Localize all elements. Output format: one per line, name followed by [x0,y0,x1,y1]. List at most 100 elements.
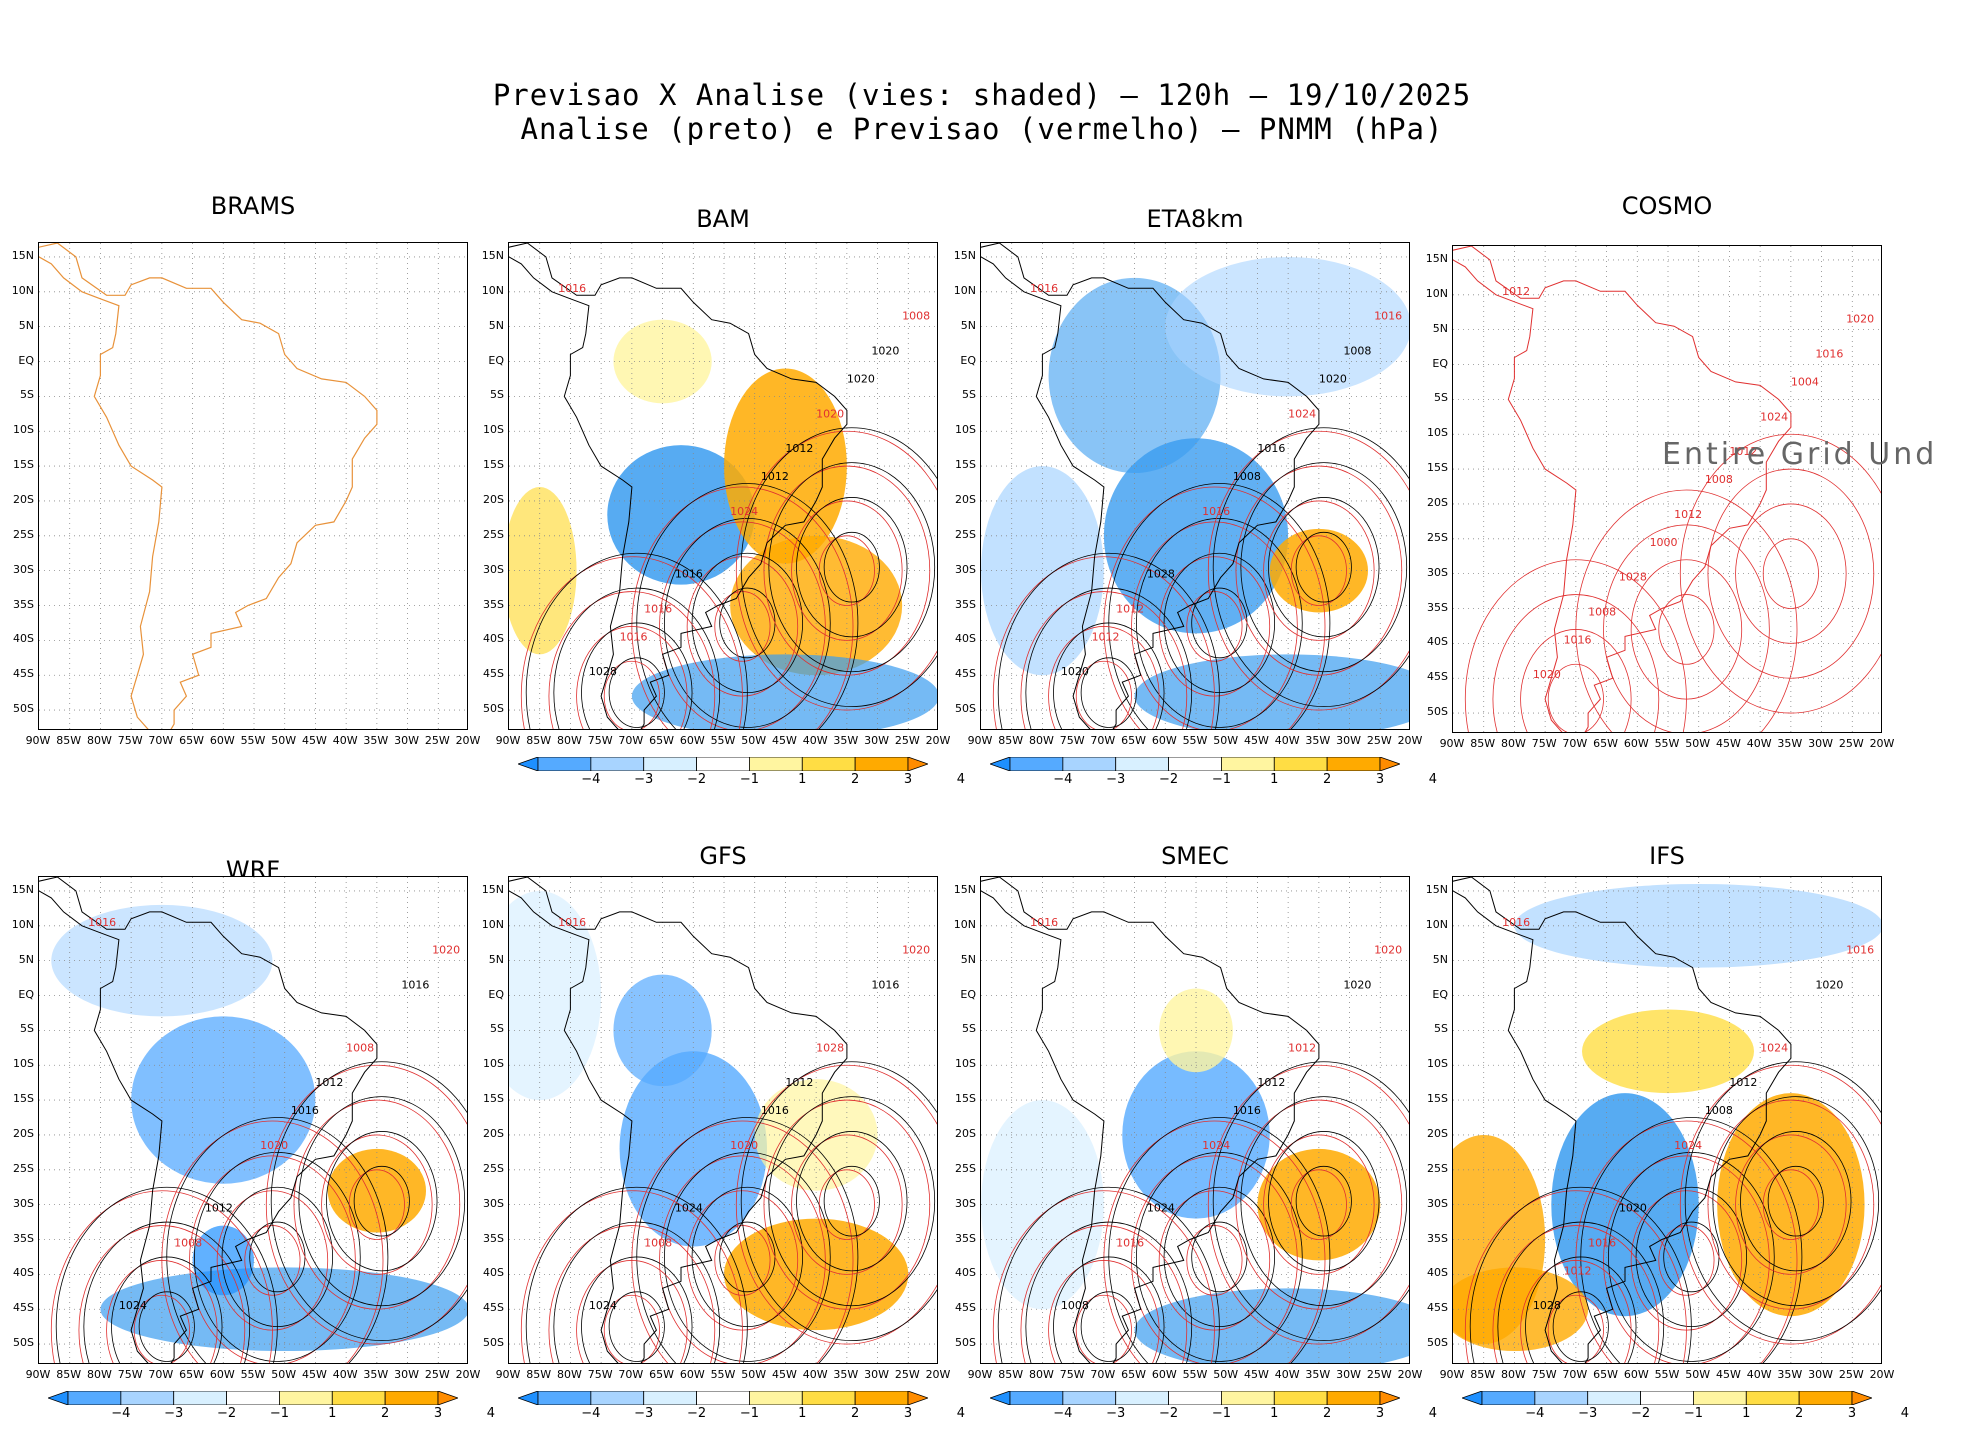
colorbar-label: 4 [1428,1406,1437,1421]
lat-tick-label: 5S [20,1022,34,1036]
lon-tick-label: 65W [1121,1368,1146,1381]
lat-tick-label: 10S [1427,1057,1448,1071]
lon-tick-label: 65W [1593,737,1618,750]
lat-tick-label: 10S [1427,426,1448,440]
colorbar-label: −3 [164,1406,184,1421]
colorbar-bin [1326,756,1381,772]
lon-tick-label: 85W [1470,737,1496,750]
coastline [1453,246,1792,732]
bias-shade [619,1051,767,1247]
lat-tick-label: 40S [955,1266,976,1280]
colorbar-label: 3 [1375,1406,1385,1421]
lon-tick-label: 70W [1090,734,1116,747]
isobar-label: 1016 [1202,505,1230,518]
colorbar-label: −1 [269,1406,289,1421]
isobar [525,1186,748,1363]
isobar [520,1190,743,1363]
lat-tick-label: 20S [13,1126,34,1140]
isobar-label: 1028 [816,1041,844,1054]
isobar [1707,1099,1875,1310]
lon-tick-label: 80W [556,734,582,747]
isobar-label: 1016 [1564,633,1592,646]
lat-tick-label: 5S [962,388,976,402]
lat-tick-label: EQ [488,987,504,1001]
lat-tick-label: 20S [1427,495,1448,509]
colorbar-bin [384,1390,439,1406]
isobar-label: 1024 [1202,1139,1230,1152]
lat-tick-label: 20S [13,492,34,506]
lat-tick-label: EQ [960,987,976,1001]
lon-tick-label: 45W [1715,737,1741,750]
map-area: 1016 1012 1008 1016 1020 1024 1028 1024 1020 1016 [508,876,938,1364]
colorbar-bin [120,1390,175,1406]
isobar [1525,1256,1637,1363]
lon-tick-label: 60W [679,734,705,747]
colorbar-bin [1587,1390,1641,1406]
lon-tick-label: 30W [394,1368,419,1381]
isobar-label: 1016 [1374,310,1402,323]
colorbar-label: 3 [1847,1406,1857,1421]
colorbar-label: 3 [903,772,913,787]
isobar [1080,1291,1137,1362]
lat-tick-label: 30S [483,562,504,576]
colorbar-max-arrow [1379,1390,1402,1406]
isobar [608,1291,665,1362]
isobar [1053,622,1165,729]
isobar-label: 1016 [871,979,899,992]
lat-tick-label: 50S [1427,1336,1448,1350]
colorbar-label: −2 [1630,1406,1651,1421]
lon-tick-label: 80W [86,734,112,747]
lon-tick-label: 85W [526,1368,552,1381]
isobar [1290,1169,1347,1240]
isobar [553,1221,721,1363]
isobar [796,1131,908,1272]
isobar-label: 1024 [675,1202,703,1215]
colorbar-label: −2 [216,1406,237,1421]
isobar [553,587,721,729]
bias-shade [51,904,273,1017]
isobar [1240,462,1408,673]
isobar [1268,497,1380,638]
lat-tick-label: EQ [18,353,34,367]
lat-tick-label: 45S [13,1301,34,1315]
lon-tick-label: 90W [495,1368,521,1381]
isobar [1735,1134,1847,1275]
isobar-label: 1012 [1674,508,1702,521]
isobar-label: 1012 [1288,1041,1316,1054]
colorbar-label: −3 [634,772,654,787]
isobar-label: 1024 [730,505,758,518]
isobar [735,430,937,711]
lon-tick-label: 45W [771,1368,797,1381]
lat-tick-label: 40S [483,632,504,646]
isobar [1212,427,1409,707]
isobar [664,517,831,728]
colorbar-bin [1062,756,1117,772]
isobar [735,1064,937,1345]
isobar [1048,626,1160,729]
colorbar-bin [1168,756,1222,772]
lat-tick-label: 5N [18,952,34,966]
colorbar-label: −4 [581,772,601,787]
isobar [1263,500,1375,641]
lon-tick-label: 60W [1623,1368,1649,1381]
lon-tick-label: 45W [771,734,797,747]
lat-tick-label: 15N [11,248,34,262]
coastline [39,877,378,1363]
bias-shade [1717,1093,1865,1317]
isobar-label: 1016 [644,602,672,615]
lon-tick-label: 90W [1439,737,1465,750]
isobar [659,521,826,729]
isobar [823,531,880,603]
lat-tick-label: 50S [955,702,976,716]
lon-tick-label: 60W [679,1368,705,1381]
colorbar-label: 3 [433,1406,443,1421]
isobar [1464,1190,1687,1363]
isobar [992,1190,1215,1363]
colorbar-label: −4 [1525,1406,1545,1421]
colorbar-label: 4 [956,1406,965,1421]
isobar-label: 1020 [1343,979,1371,992]
isobar-label: 1004 [1791,375,1819,388]
colorbar-label: 2 [851,772,860,787]
lat-tick-label: 35S [1427,1231,1448,1245]
lon-tick-label: 50W [741,1368,767,1381]
